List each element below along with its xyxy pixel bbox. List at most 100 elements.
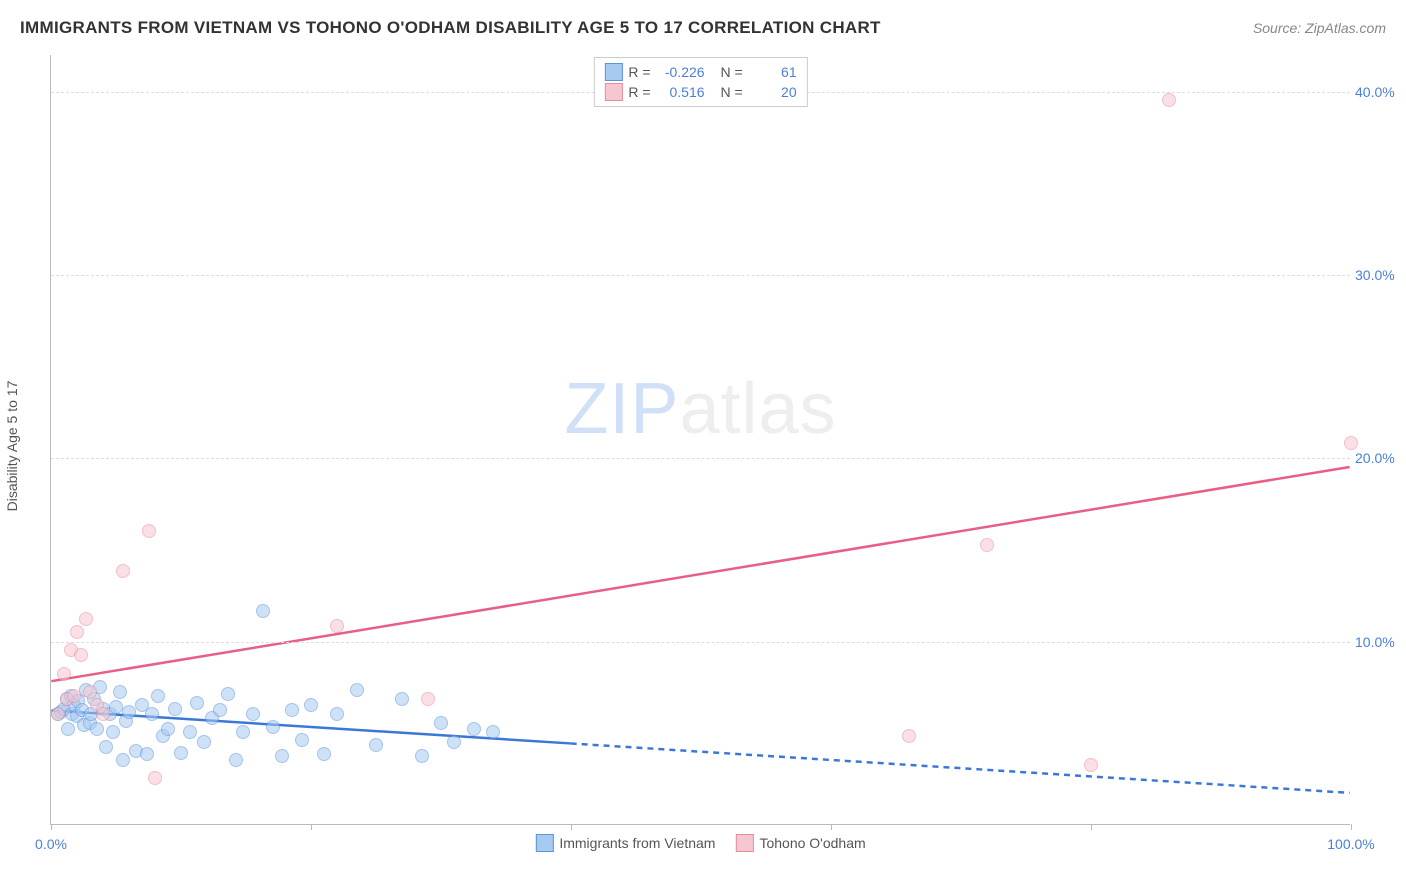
watermark-atlas: atlas [679, 369, 836, 449]
swatch-series-b [735, 834, 753, 852]
data-point [275, 749, 289, 763]
data-point [266, 720, 280, 734]
x-tick [1351, 824, 1352, 830]
y-axis-label: Disability Age 5 to 17 [4, 381, 20, 512]
trend-line [51, 467, 1349, 681]
legend-n-label: N = [720, 64, 742, 80]
data-point [142, 524, 156, 538]
data-point [1162, 93, 1176, 107]
data-point [317, 747, 331, 761]
data-point [140, 747, 154, 761]
data-point [350, 683, 364, 697]
data-point [106, 725, 120, 739]
grid-line [51, 642, 1350, 643]
chart-header: IMMIGRANTS FROM VIETNAM VS TOHONO O'ODHA… [20, 18, 1386, 38]
legend-series: Immigrants from Vietnam Tohono O'odham [535, 834, 865, 852]
data-point [183, 725, 197, 739]
legend-row-series-a: R = -0.226 N = 61 [604, 62, 796, 82]
data-point [415, 749, 429, 763]
data-point [395, 692, 409, 706]
data-point [330, 619, 344, 633]
data-point [113, 685, 127, 699]
data-point [236, 725, 250, 739]
data-point [256, 604, 270, 618]
data-point [116, 753, 130, 767]
watermark: ZIPatlas [564, 368, 836, 450]
trend-lines-layer [51, 55, 1350, 824]
swatch-series-a [604, 63, 622, 81]
data-point [90, 722, 104, 736]
legend-r-label: R = [628, 64, 650, 80]
data-point [70, 625, 84, 639]
legend-n-label: N = [720, 84, 742, 100]
data-point [190, 696, 204, 710]
data-point [109, 700, 123, 714]
data-point [1084, 758, 1098, 772]
data-point [295, 733, 309, 747]
legend-n-value-a: 61 [749, 64, 797, 80]
legend-row-series-b: R = 0.516 N = 20 [604, 82, 796, 102]
data-point [67, 689, 81, 703]
data-point [168, 702, 182, 716]
x-tick [571, 824, 572, 830]
legend-r-label: R = [628, 84, 650, 100]
watermark-zip: ZIP [564, 369, 679, 449]
x-tick-label: 100.0% [1327, 836, 1374, 852]
data-point [161, 722, 175, 736]
chart-source: Source: ZipAtlas.com [1253, 20, 1386, 36]
data-point [434, 716, 448, 730]
x-tick [1091, 824, 1092, 830]
data-point [197, 735, 211, 749]
data-point [122, 705, 136, 719]
data-point [51, 707, 65, 721]
data-point [447, 735, 461, 749]
legend-r-value-a: -0.226 [657, 64, 705, 80]
data-point [285, 703, 299, 717]
data-point [151, 689, 165, 703]
data-point [148, 771, 162, 785]
data-point [1344, 436, 1358, 450]
y-tick-label: 20.0% [1355, 450, 1406, 466]
data-point [421, 692, 435, 706]
data-point [174, 746, 188, 760]
data-point [145, 707, 159, 721]
x-tick-label: 0.0% [35, 836, 67, 852]
legend-label-series-b: Tohono O'odham [759, 835, 865, 851]
data-point [74, 648, 88, 662]
data-point [221, 687, 235, 701]
data-point [486, 725, 500, 739]
data-point [99, 740, 113, 754]
data-point [213, 703, 227, 717]
grid-line [51, 275, 1350, 276]
data-point [467, 722, 481, 736]
swatch-series-b [604, 83, 622, 101]
data-point [246, 707, 260, 721]
grid-line [51, 458, 1350, 459]
data-point [116, 564, 130, 578]
data-point [229, 753, 243, 767]
y-tick-label: 40.0% [1355, 84, 1406, 100]
chart-title: IMMIGRANTS FROM VIETNAM VS TOHONO O'ODHA… [20, 18, 881, 38]
plot-area: ZIPatlas R = -0.226 N = 61 R = 0.516 N =… [50, 55, 1350, 825]
legend-n-value-b: 20 [749, 84, 797, 100]
legend-item-series-a: Immigrants from Vietnam [535, 834, 715, 852]
legend-correlation: R = -0.226 N = 61 R = 0.516 N = 20 [593, 57, 807, 107]
swatch-series-a [535, 834, 553, 852]
data-point [980, 538, 994, 552]
data-point [369, 738, 383, 752]
data-point [79, 612, 93, 626]
y-tick-label: 10.0% [1355, 634, 1406, 650]
x-tick [51, 824, 52, 830]
data-point [61, 722, 75, 736]
data-point [57, 667, 71, 681]
legend-r-value-b: 0.516 [657, 84, 705, 100]
data-point [330, 707, 344, 721]
legend-item-series-b: Tohono O'odham [735, 834, 865, 852]
data-point [304, 698, 318, 712]
y-tick-label: 30.0% [1355, 267, 1406, 283]
data-point [96, 707, 110, 721]
data-point [902, 729, 916, 743]
legend-label-series-a: Immigrants from Vietnam [559, 835, 715, 851]
x-tick [311, 824, 312, 830]
x-tick [831, 824, 832, 830]
